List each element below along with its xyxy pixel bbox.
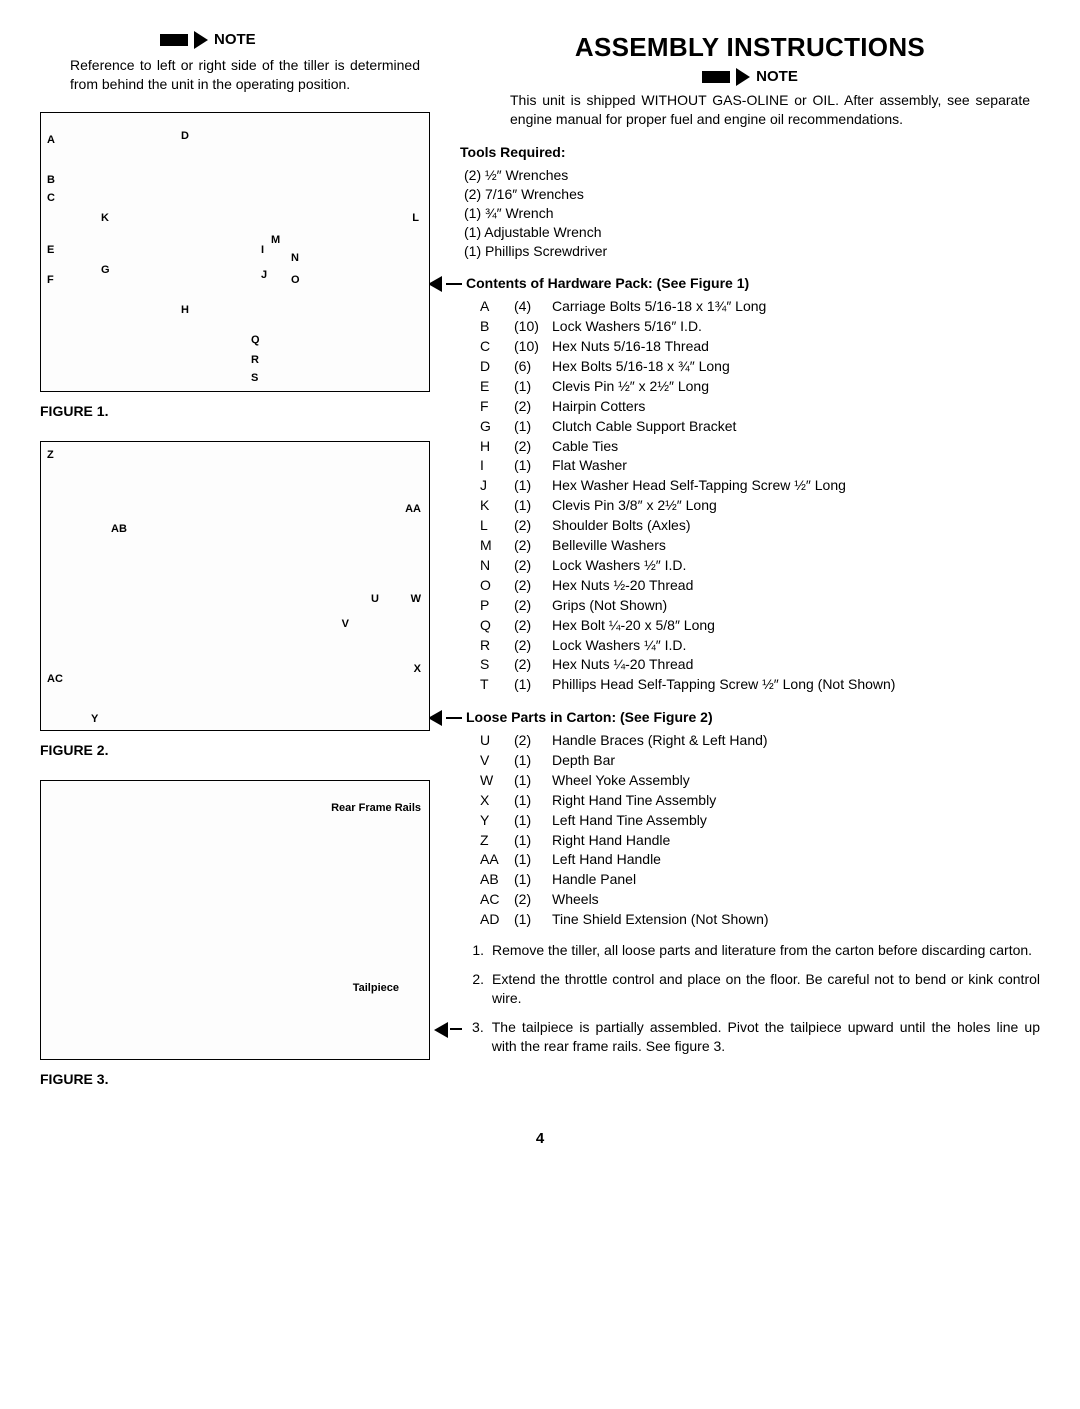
hardware-item: R(2)Lock Washers ¼″ I.D. [480, 636, 1040, 655]
hardware-item: D(6)Hex Bolts 5/16-18 x ¾″ Long [480, 357, 1040, 376]
arrow-block-icon [160, 34, 188, 46]
loose-part-item: V(1)Depth Bar [480, 751, 1040, 770]
assembly-steps: 1. Remove the tiller, all loose parts an… [466, 941, 1040, 1055]
figure-3-diagram: Rear Frame Rails Tailpiece [40, 780, 430, 1060]
tool-item: (1) ¾″ Wrench [464, 204, 1040, 223]
note-header-right: NOTE [460, 67, 1040, 87]
loose-part-item: Z(1)Right Hand Handle [480, 831, 1040, 850]
note-header-left: NOTE [160, 30, 430, 50]
hardware-item: S(2)Hex Nuts ¼-20 Thread [480, 655, 1040, 674]
loose-part-item: AD(1)Tine Shield Extension (Not Shown) [480, 910, 1040, 929]
hardware-item: Q(2)Hex Bolt ¼-20 x 5/8″ Long [480, 616, 1040, 635]
figure-1-diagram: A B C D E F G H I J K L M N O Q R S [40, 112, 430, 392]
step-item: 1. Remove the tiller, all loose parts an… [466, 941, 1040, 960]
hardware-item: E(1)Clevis Pin ½″ x 2½″ Long [480, 377, 1040, 396]
loose-part-item: Y(1)Left Hand Tine Assembly [480, 811, 1040, 830]
arrow-tip-icon [194, 31, 208, 49]
step-item: 3. The tailpiece is partially assembled.… [434, 1018, 1040, 1056]
loose-part-item: U(2)Handle Braces (Right & Left Hand) [480, 731, 1040, 750]
figure-2-diagram: Z AA AB U V W X Y AC [40, 441, 430, 731]
note-label: NOTE [214, 30, 256, 50]
page-number: 4 [40, 1129, 1040, 1149]
tool-item: (1) Phillips Screwdriver [464, 242, 1040, 261]
hardware-item: K(1)Clevis Pin 3/8″ x 2½″ Long [480, 496, 1040, 515]
figure-3-label: FIGURE 3. [40, 1070, 430, 1089]
left-arrow-icon [428, 710, 442, 726]
arrow-line-icon [446, 717, 462, 719]
hardware-item: O(2)Hex Nuts ½-20 Thread [480, 576, 1040, 595]
note-body-right: This unit is shipped WITHOUT GAS-OLINE o… [510, 91, 1030, 129]
loose-parts-list: U(2)Handle Braces (Right & Left Hand)V(1… [480, 731, 1040, 929]
hardware-item: J(1)Hex Washer Head Self-Tapping Screw ½… [480, 476, 1040, 495]
hardware-item: B(10)Lock Washers 5/16″ I.D. [480, 317, 1040, 336]
loose-parts-heading: Loose Parts in Carton: (See Figure 2) [428, 708, 1040, 727]
note-label: NOTE [756, 67, 798, 87]
tool-item: (2) 7/16″ Wrenches [464, 185, 1040, 204]
tools-list: (2) ½″ Wrenches (2) 7/16″ Wrenches (1) ¾… [464, 166, 1040, 260]
loose-part-item: AA(1)Left Hand Handle [480, 850, 1040, 869]
step-item: 2. Extend the throttle control and place… [466, 970, 1040, 1008]
hardware-item: T(1)Phillips Head Self-Tapping Screw ½″ … [480, 675, 1040, 694]
figure-2-label: FIGURE 2. [40, 741, 430, 760]
hardware-item: F(2)Hairpin Cotters [480, 397, 1040, 416]
loose-part-item: W(1)Wheel Yoke Assembly [480, 771, 1040, 790]
loose-part-item: AB(1)Handle Panel [480, 870, 1040, 889]
right-column: ASSEMBLY INSTRUCTIONS NOTE This unit is … [460, 30, 1040, 1109]
page-title: ASSEMBLY INSTRUCTIONS [460, 30, 1040, 65]
tool-item: (2) ½″ Wrenches [464, 166, 1040, 185]
hardware-item: L(2)Shoulder Bolts (Axles) [480, 516, 1040, 535]
hardware-item: G(1)Clutch Cable Support Bracket [480, 417, 1040, 436]
hardware-list: A(4)Carriage Bolts 5/16-18 x 1¾″ LongB(1… [480, 297, 1040, 694]
hardware-heading: Contents of Hardware Pack: (See Figure 1… [428, 274, 1040, 293]
tool-item: (1) Adjustable Wrench [464, 223, 1040, 242]
hardware-item: A(4)Carriage Bolts 5/16-18 x 1¾″ Long [480, 297, 1040, 316]
tools-heading: Tools Required: [460, 143, 1040, 162]
arrow-tip-icon [736, 68, 750, 86]
left-column: NOTE Reference to left or right side of … [40, 30, 430, 1109]
left-arrow-icon [428, 276, 442, 292]
figure-1-label: FIGURE 1. [40, 402, 430, 421]
note-body-left: Reference to left or right side of the t… [70, 56, 420, 94]
hardware-item: I(1)Flat Washer [480, 456, 1040, 475]
arrow-block-icon [702, 71, 730, 83]
hardware-item: N(2)Lock Washers ½″ I.D. [480, 556, 1040, 575]
arrow-line-icon [450, 1028, 462, 1030]
arrow-line-icon [446, 283, 462, 285]
hardware-item: C(10)Hex Nuts 5/16-18 Thread [480, 337, 1040, 356]
loose-part-item: X(1)Right Hand Tine Assembly [480, 791, 1040, 810]
left-arrow-icon [434, 1022, 448, 1038]
loose-part-item: AC(2)Wheels [480, 890, 1040, 909]
hardware-item: H(2)Cable Ties [480, 437, 1040, 456]
hardware-item: M(2)Belleville Washers [480, 536, 1040, 555]
hardware-item: P(2)Grips (Not Shown) [480, 596, 1040, 615]
